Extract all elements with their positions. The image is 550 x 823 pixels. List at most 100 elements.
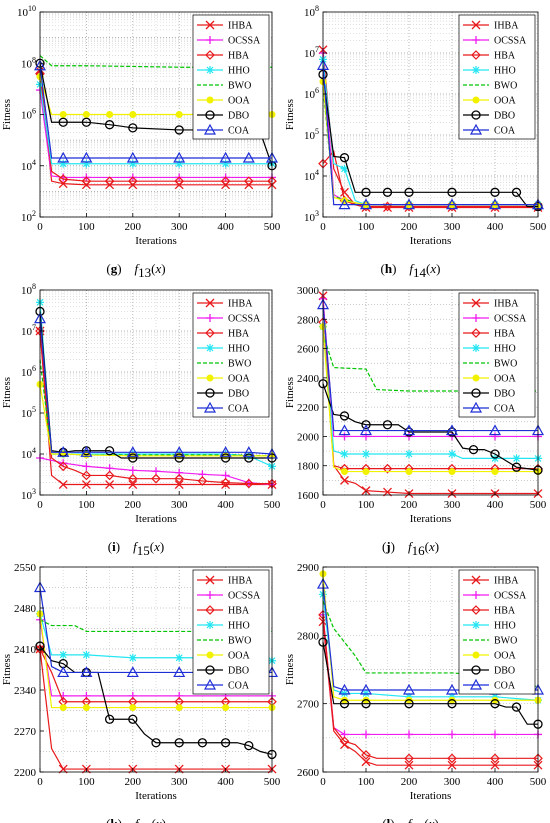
caption-part: ) <box>118 816 122 823</box>
caption-part: ( <box>108 539 112 554</box>
data-point <box>362 450 370 458</box>
legend-marker <box>471 110 481 120</box>
data-point <box>340 432 349 441</box>
caption-part: l <box>387 816 391 823</box>
legend-label-ihba: IHBA <box>494 299 519 310</box>
legend-marker <box>205 575 215 585</box>
y-tick-label: 103 <box>21 487 36 502</box>
data-point <box>104 176 115 187</box>
legend-label-ocssa: OCSSA <box>228 36 261 47</box>
legend-marker <box>471 298 481 308</box>
caption-part: ( <box>425 539 429 554</box>
caption-part: ( <box>382 539 386 554</box>
y-tick-label: 2600 <box>297 344 320 356</box>
y-tick-label: 2700 <box>297 699 320 711</box>
series-line-hba <box>39 73 272 182</box>
legend-label-ihba: IHBA <box>494 576 519 587</box>
legend-label-hho: HHO <box>494 344 516 355</box>
x-tick-label: 300 <box>444 499 461 511</box>
caption-part: x <box>153 539 160 554</box>
tick-base: 10 <box>304 7 316 19</box>
legend-label-ooa: OOA <box>228 651 250 662</box>
data-point <box>174 480 184 489</box>
caption-part: x <box>155 261 162 276</box>
tick-exponent: 6 <box>32 107 36 116</box>
legend-marker <box>469 401 483 413</box>
data-point <box>340 450 349 458</box>
caption-part: ( <box>150 539 154 554</box>
tick-base: 10 <box>21 110 33 122</box>
legend-marker <box>472 374 480 382</box>
tick-base: 10 <box>304 171 316 183</box>
data-point <box>448 468 456 476</box>
legend-marker <box>205 20 215 30</box>
data-point <box>340 475 349 485</box>
data-point <box>173 666 186 678</box>
axes-frame <box>39 289 273 496</box>
data-point <box>59 704 67 712</box>
legend-label-dbo: DBO <box>228 389 249 400</box>
data-point <box>512 454 521 463</box>
legend-box <box>458 14 536 140</box>
y-tick-label: 2000 <box>297 431 320 443</box>
legend-marker <box>206 66 214 74</box>
legend-label-ocssa: OCSSA <box>494 36 527 47</box>
series-line-hba <box>39 648 272 703</box>
legend-label-ooa: OOA <box>494 651 516 662</box>
legend-marker <box>205 605 215 615</box>
legend-label-dbo: DBO <box>228 666 249 677</box>
caption-part: ( <box>106 816 110 823</box>
caption-part: x <box>155 816 162 823</box>
tick-base: 10 <box>21 326 33 338</box>
tick-exponent: 4 <box>315 168 319 177</box>
data-point <box>490 699 500 709</box>
legend-label-dbo: DBO <box>494 111 515 122</box>
legend-marker <box>472 96 480 104</box>
legend-label-bwo: BWO <box>494 359 517 370</box>
legend-marker <box>471 50 481 60</box>
x-axis-label: Iterations <box>410 235 452 247</box>
panel-caption: (i) f15(x) <box>108 539 164 558</box>
x-tick-label: 300 <box>171 776 188 788</box>
series-group <box>33 298 279 489</box>
data-point <box>58 480 68 489</box>
legend-label-coa: COA <box>494 404 516 415</box>
y-tick-label: 2410 <box>14 644 37 656</box>
y-tick-label: 2400 <box>297 373 320 385</box>
series-line-hba <box>39 330 272 485</box>
legend-label-hba: HBA <box>228 606 250 617</box>
data-point <box>59 650 68 659</box>
caption-part: h <box>385 261 393 276</box>
panel-caption: (h) f14(x) <box>380 261 440 280</box>
data-point <box>405 450 413 458</box>
legend-marker <box>203 401 217 413</box>
data-point <box>57 151 70 163</box>
x-tick-label: 400 <box>487 221 504 233</box>
data-point <box>491 432 499 441</box>
series-line-bwo <box>39 619 272 633</box>
legend-label-dbo: DBO <box>494 666 515 677</box>
x-tick-label: 400 <box>487 776 504 788</box>
x-tick-label: 400 <box>487 499 504 511</box>
x-tick-label: 200 <box>401 499 418 511</box>
data-point <box>151 473 161 484</box>
series-line-coa <box>39 318 273 455</box>
legend-label-ocssa: OCSSA <box>228 591 261 602</box>
legend-box <box>192 14 270 140</box>
data-point <box>339 736 350 747</box>
data-point <box>128 123 138 133</box>
x-tick-label: 400 <box>217 776 234 788</box>
caption-part: ( <box>382 816 386 823</box>
series-line-hho <box>39 84 272 165</box>
caption-part: ) <box>160 539 164 554</box>
series-line-hho <box>322 326 538 459</box>
x-tick-label: 200 <box>125 499 142 511</box>
data-point <box>339 411 350 421</box>
data-point <box>128 653 137 662</box>
series-group <box>33 55 279 190</box>
data-point <box>404 753 414 764</box>
legend-marker <box>206 314 214 322</box>
data-point <box>404 187 414 197</box>
legend-label-ooa: OOA <box>494 96 516 107</box>
legend-marker <box>206 621 214 629</box>
